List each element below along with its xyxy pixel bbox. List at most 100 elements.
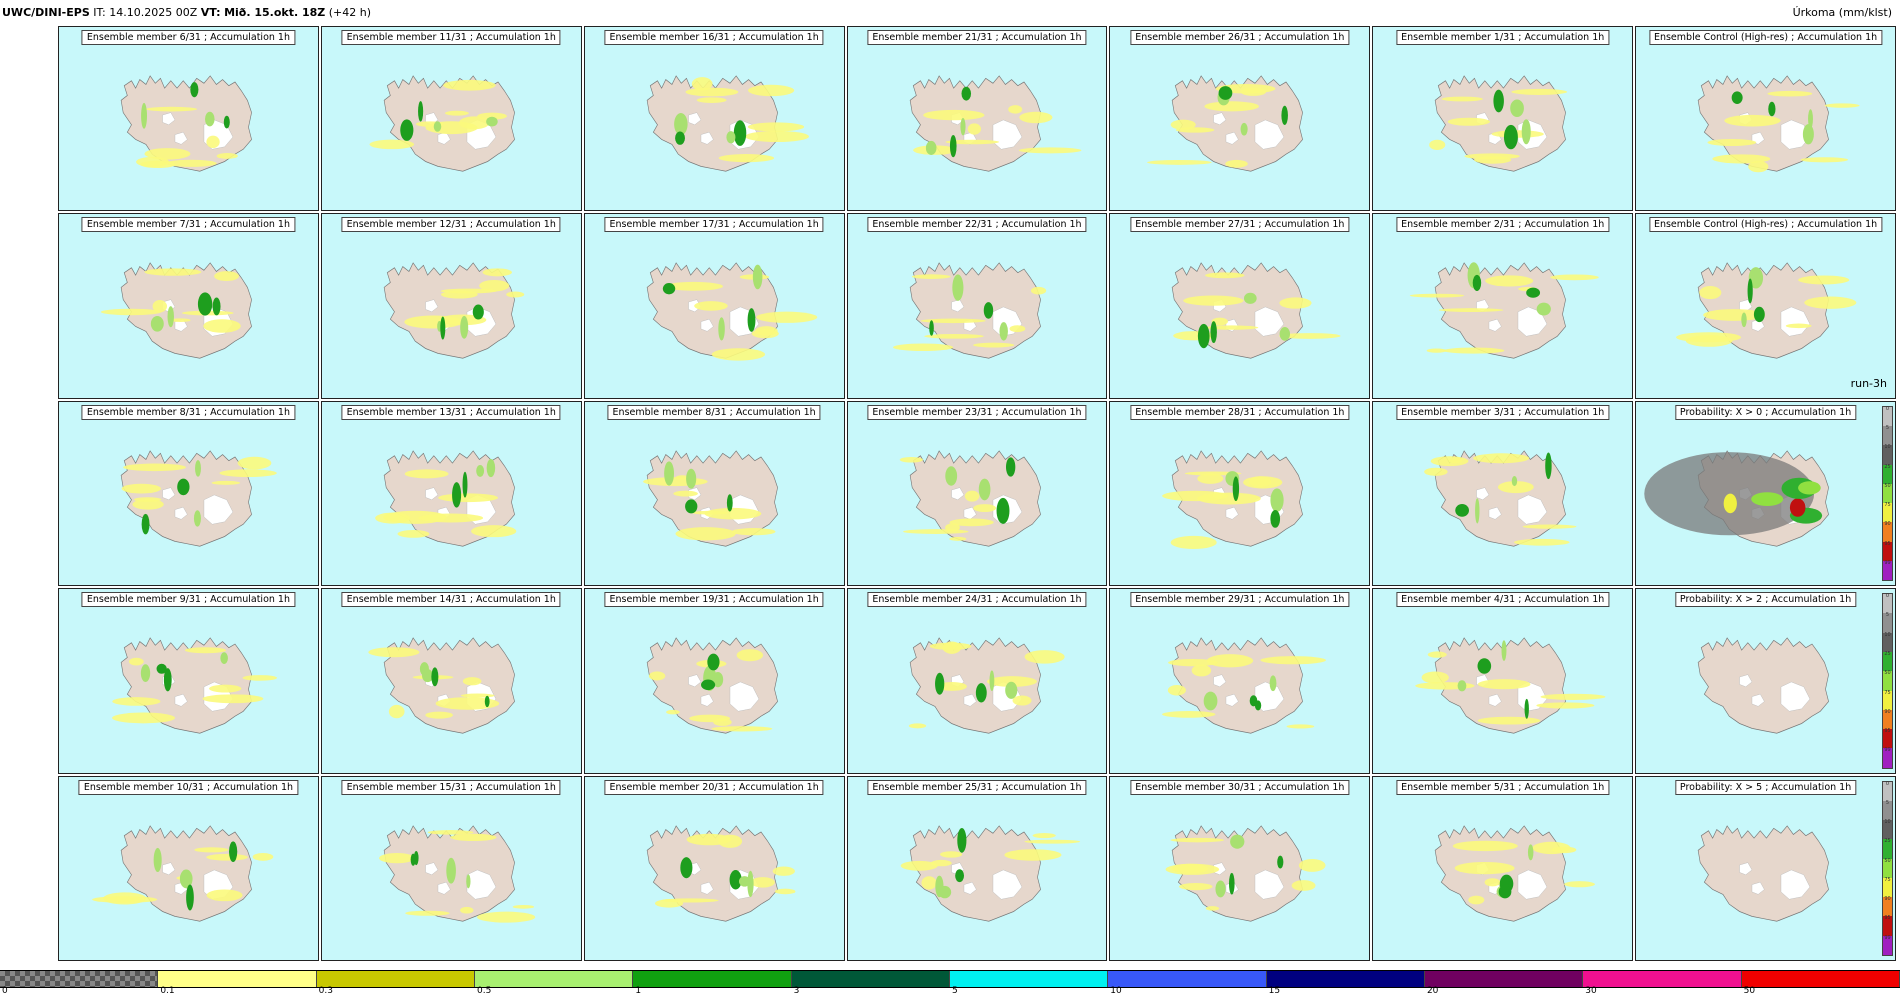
precip-area-light <box>736 649 763 662</box>
run-offset-label: run-3h <box>1850 376 1887 390</box>
glacier-shape <box>700 881 714 895</box>
precip-area-light <box>1032 832 1056 838</box>
probability-scale-step: 10 <box>1883 820 1892 840</box>
glacier-shape <box>162 112 176 126</box>
precip-area-heavy <box>685 468 696 489</box>
glacier-shape <box>162 487 176 500</box>
precip-area-heavy <box>989 670 994 692</box>
precip-area-heavy <box>729 869 742 890</box>
precip-area-heavy <box>938 885 951 898</box>
glacier-shape <box>1226 694 1240 707</box>
precip-area-light <box>368 647 420 658</box>
iceland-map <box>1424 450 1577 547</box>
precip-area-heavy <box>197 292 213 317</box>
probability-scale-step: 75 <box>1883 690 1892 710</box>
precip-area-heavy <box>417 101 424 122</box>
probability-scale-step: 90 <box>1883 897 1892 917</box>
precip-area-heavy <box>462 471 468 498</box>
panel-title: Ensemble member 13/31 ; Accumulation 1h <box>341 404 561 420</box>
precip-area-heavy <box>996 497 1010 524</box>
glacier-shape <box>963 881 977 895</box>
colorbar-segment <box>1266 971 1425 987</box>
glacier-shape <box>992 869 1022 900</box>
precip-area-light <box>1551 846 1577 853</box>
precip-area-heavy <box>1524 699 1530 719</box>
precip-area-light <box>1206 905 1220 911</box>
precip-area-light <box>1292 879 1316 891</box>
glacier-shape <box>1255 119 1285 150</box>
probability-map-panel: Probability: X > 2 ; Accumulation 1h 0 5 10… <box>1635 588 1896 774</box>
precip-area-heavy <box>718 317 725 341</box>
precip-area-light <box>691 77 713 91</box>
precip-area-heavy <box>223 115 230 129</box>
precip-area-light <box>1260 656 1327 665</box>
glacier-shape <box>1489 506 1502 520</box>
precip-area-heavy <box>220 652 228 665</box>
glacier-shape <box>1476 487 1490 500</box>
precip-area-heavy <box>747 870 754 897</box>
precip-area-heavy <box>951 274 964 302</box>
ensemble-map-panel: Ensemble member 23/31 ; Accumulation 1h <box>846 400 1108 587</box>
colorbar-tick-label: 0.5 <box>476 986 492 996</box>
precip-area-light <box>512 904 534 909</box>
precip-area-heavy <box>1504 124 1519 150</box>
panel-title: Ensemble member 29/31 ; Accumulation 1h <box>1130 592 1350 608</box>
precip-area-light <box>203 319 241 334</box>
precip-area-light <box>1550 274 1600 281</box>
glacier-shape <box>950 487 964 500</box>
iceland-map <box>646 262 817 361</box>
colorbar-segment <box>1108 971 1267 987</box>
precip-area-light <box>216 152 238 159</box>
precip-area-heavy <box>190 82 199 98</box>
precip-area-light <box>144 148 191 160</box>
precip-area-heavy <box>150 316 164 332</box>
precip-area-heavy <box>1005 457 1015 477</box>
precip-area-light <box>252 852 274 861</box>
precip-area-heavy <box>156 663 167 674</box>
iceland-map <box>1697 75 1860 173</box>
precip-area-light <box>731 527 776 536</box>
units-label: Úrkoma (mm/klst) <box>1792 6 1892 19</box>
ensemble-map-panel: Ensemble member 8/31 ; Accumulation 1h <box>58 400 319 587</box>
precip-area-light <box>1564 880 1596 887</box>
precip-area-heavy <box>1280 327 1291 342</box>
ensemble-map-panel: Ensemble member 16/31 ; Accumulation 1h <box>583 26 845 212</box>
precip-area-light <box>1410 294 1465 298</box>
precip-area-light <box>152 300 168 313</box>
colorbar-tick-label: 0 <box>2 986 8 996</box>
panel-title: Ensemble Control (High-res) ; Accumulati… <box>1648 30 1883 45</box>
iceland-map <box>909 75 1081 172</box>
panel-title: Probability: X > 5 ; Accumulation 1h <box>1674 779 1857 795</box>
glacier-shape <box>963 506 977 520</box>
precip-area-light <box>747 122 804 132</box>
iceland-map <box>92 824 274 922</box>
precip-area-light <box>435 697 500 710</box>
precip-area-light <box>1498 480 1535 493</box>
colorbar-segment <box>633 971 792 987</box>
probability-area <box>1751 492 1784 506</box>
ensemble-map-panel: Ensemble member 7/31 ; Accumulation 1h <box>58 213 319 399</box>
probability-scale-step: 95 <box>1883 541 1892 561</box>
precip-area-light <box>675 526 736 541</box>
precip-area-light <box>1024 650 1065 664</box>
precip-area-heavy <box>1198 324 1211 349</box>
precip-area-heavy <box>747 308 756 333</box>
glacier-shape <box>700 131 714 145</box>
precip-area-light <box>374 512 411 524</box>
panel-title: Ensemble member 1/31 ; Accumulation 1h <box>1396 30 1610 45</box>
precip-area-light <box>438 493 498 502</box>
vt-label: VT: <box>200 6 221 19</box>
precip-area-heavy <box>140 664 151 683</box>
precip-area-heavy <box>954 868 964 882</box>
precip-area-light <box>944 523 960 532</box>
glacier-shape <box>1780 681 1811 712</box>
precip-area-light <box>1171 119 1197 130</box>
precip-area-heavy <box>1281 105 1289 125</box>
precip-area-light <box>1454 861 1515 874</box>
precip-area-heavy <box>934 672 944 695</box>
precip-area-light <box>418 513 483 523</box>
precip-area-light <box>1192 664 1212 677</box>
precip-area-light <box>1699 286 1722 300</box>
ensemble-map-panel: Ensemble member 1/31 ; Accumulation 1h <box>1372 26 1634 212</box>
precip-area-heavy <box>431 667 439 687</box>
